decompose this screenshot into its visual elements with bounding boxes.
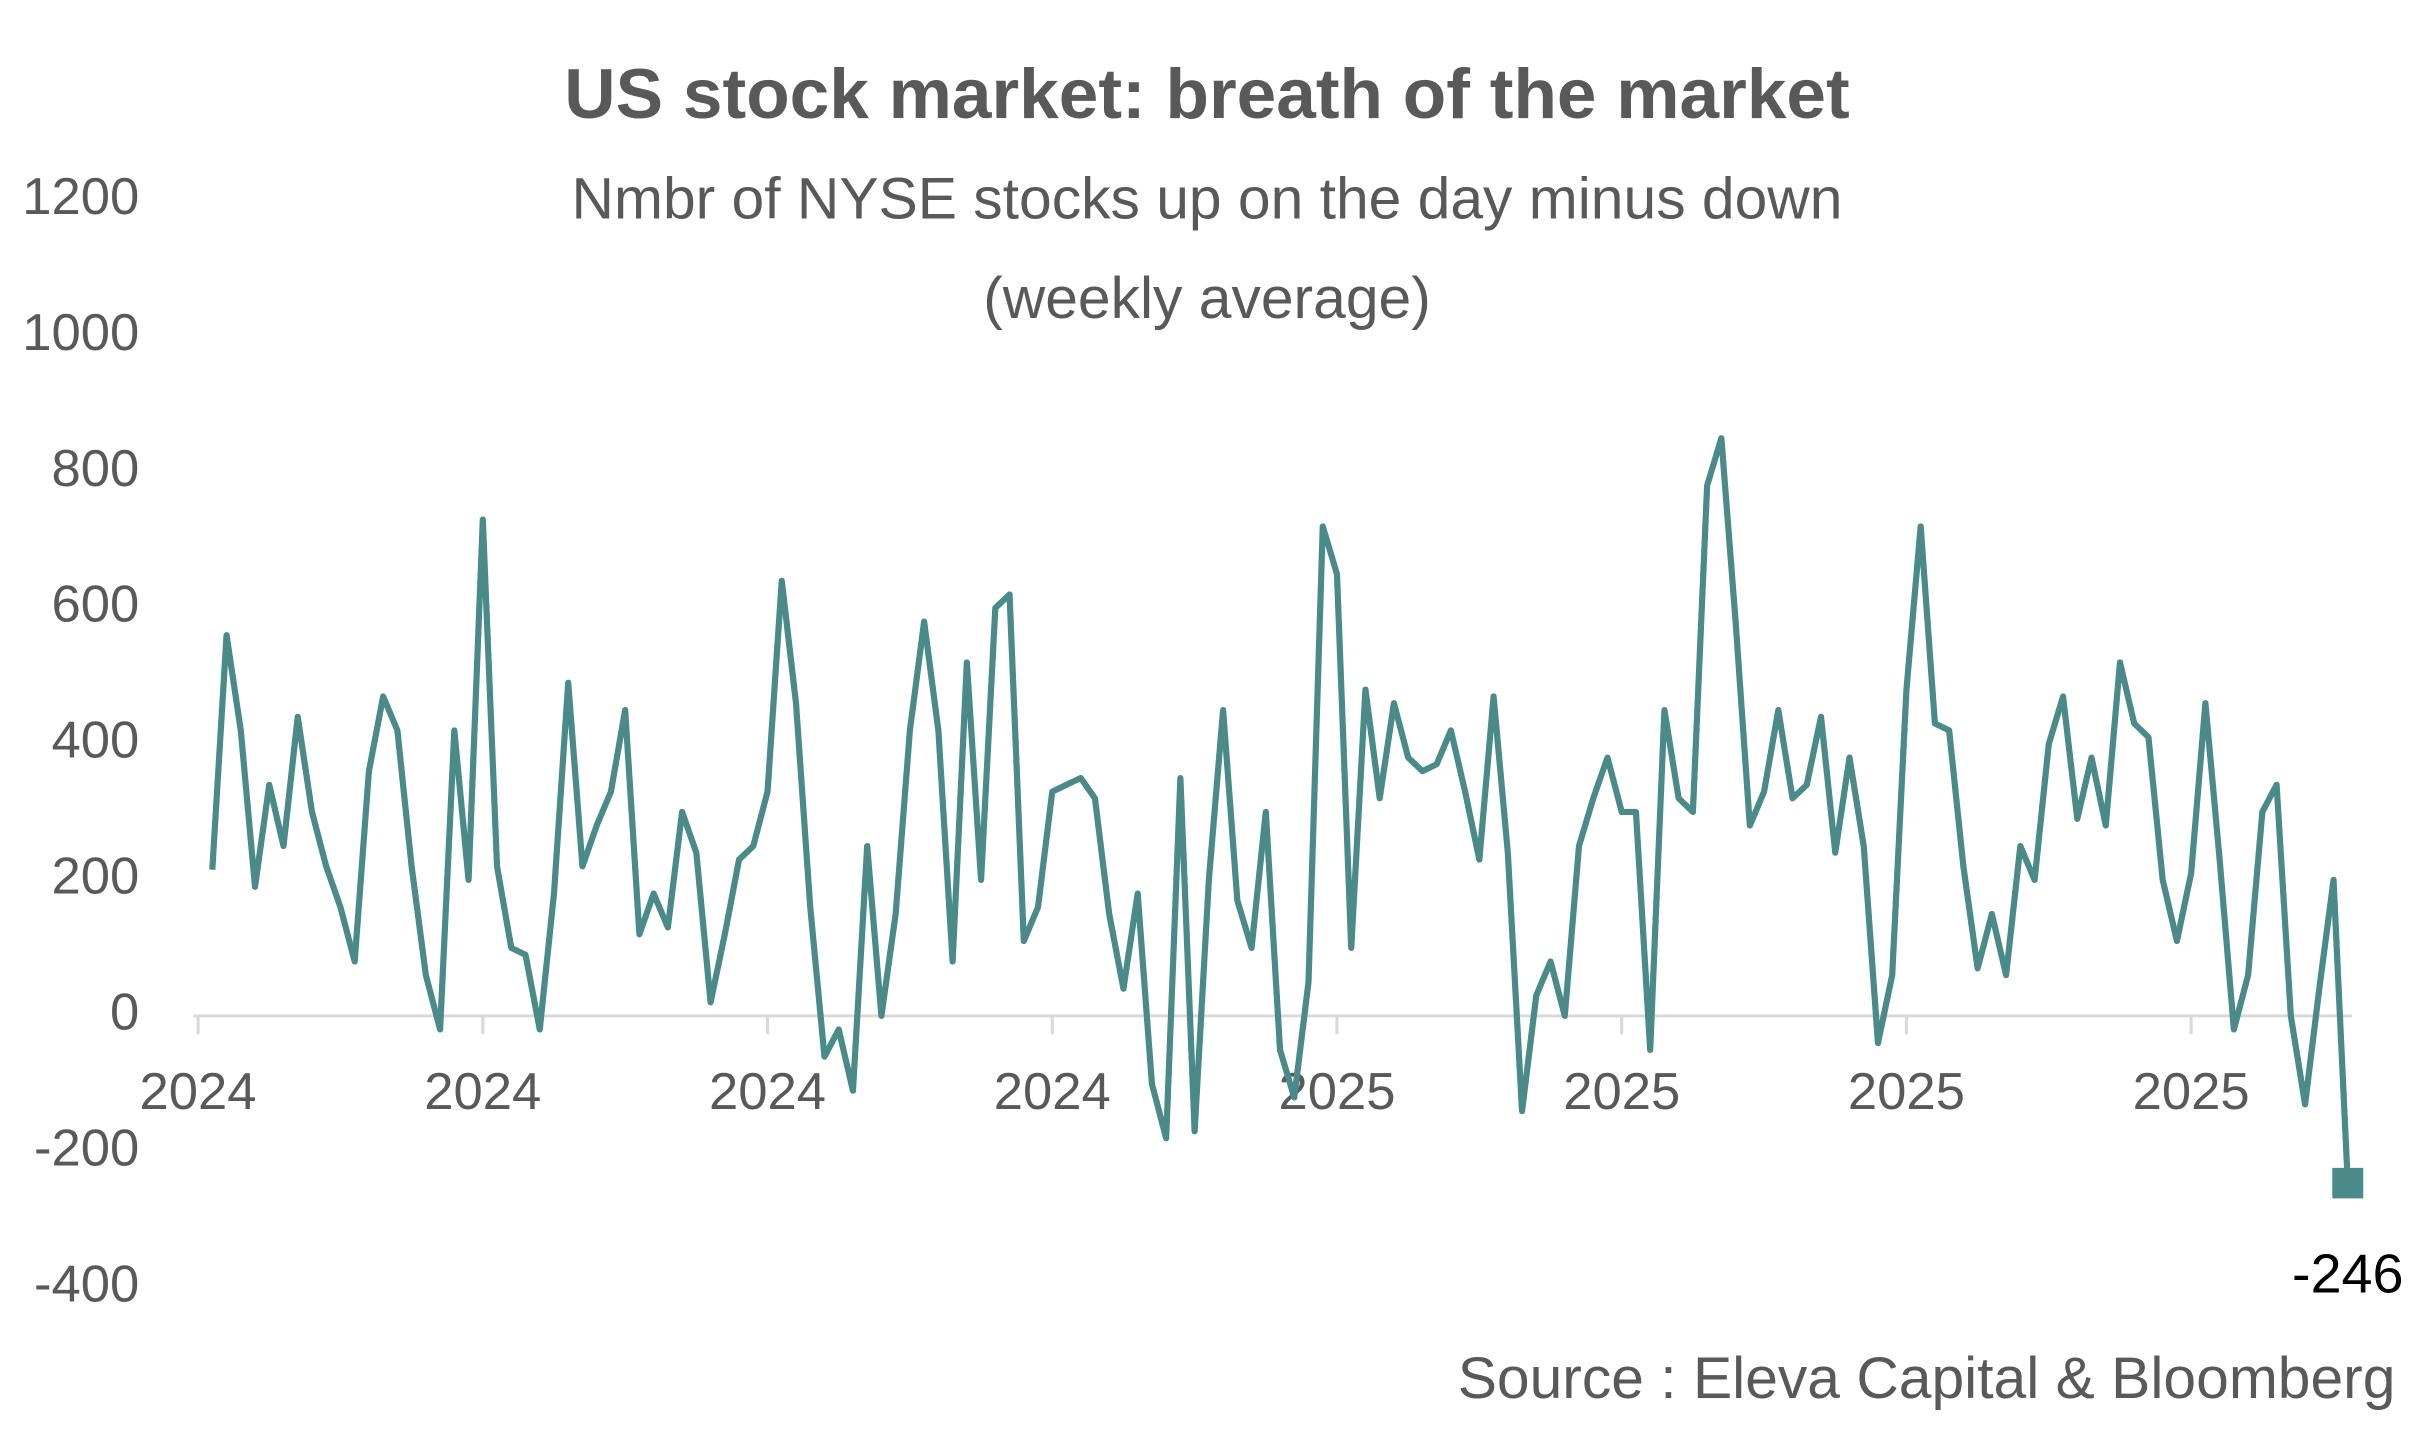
chart-subtitle: (weekly average) <box>983 266 1431 331</box>
chart-title: US stock market: breath of the market <box>564 54 1849 132</box>
last-value-label: -246 <box>2292 1243 2403 1305</box>
x-tick-label: 2025 <box>1563 1063 1680 1121</box>
y-tick-label: 400 <box>52 712 140 770</box>
y-tick-label: 200 <box>52 848 140 906</box>
x-tick-label: 2024 <box>709 1063 826 1121</box>
x-tick-label: 2025 <box>1848 1063 1965 1121</box>
source-note: Source : Eleva Capital & Bloomberg <box>1458 1346 2396 1411</box>
x-tick-label: 2024 <box>140 1063 257 1121</box>
x-tick-label: 2025 <box>2133 1063 2250 1121</box>
y-tick-label: 0 <box>110 984 139 1042</box>
y-tick-label: 600 <box>52 576 140 634</box>
last-point-marker <box>2332 1167 2364 1199</box>
x-tick-label: 2024 <box>994 1063 1111 1121</box>
series-line <box>209 435 2351 1184</box>
y-tick-label: 800 <box>52 440 140 498</box>
y-tick-label: 1000 <box>22 304 139 362</box>
y-tick-label: -200 <box>34 1120 139 1178</box>
y-tick-label: -400 <box>34 1256 139 1314</box>
y-tick-label: 1200 <box>22 168 139 226</box>
x-tick-label: 2024 <box>424 1063 541 1121</box>
chart-subtitle: Nmbr of NYSE stocks up on the day minus … <box>572 167 1843 232</box>
